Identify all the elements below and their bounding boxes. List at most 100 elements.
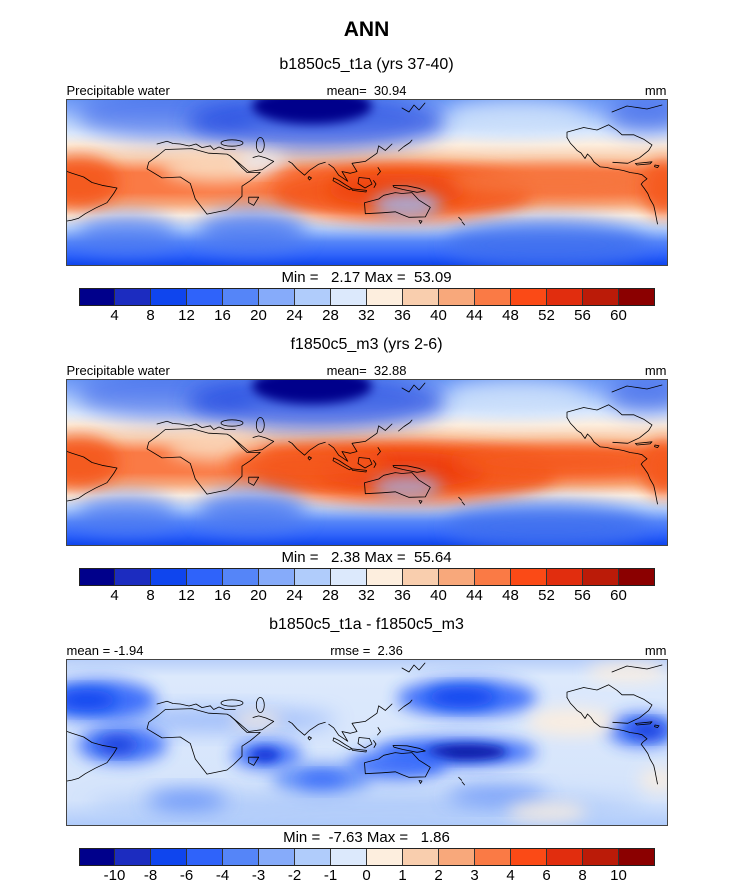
colorbar-segment <box>258 289 295 305</box>
panel3-units-label: mm <box>644 643 667 658</box>
colorbar-segment <box>617 289 654 305</box>
colorbar-segment <box>581 569 618 585</box>
colorbar-segment <box>150 289 187 305</box>
panel2-colorbar <box>78 568 655 586</box>
colorbar-segment <box>294 849 331 865</box>
colorbar-segment <box>186 569 223 585</box>
colorbar-tick-label: 48 <box>502 587 519 604</box>
colorbar-tick-label: -10 <box>103 867 126 884</box>
panel3-colorbar-ticks: -10 -8 -6 -4 -3 -2 -1 0 1 2 3 4 6 8 10 <box>79 867 655 886</box>
colorbar-tick-label: 16 <box>214 307 231 324</box>
colorbar-tick-label: 4 <box>110 307 119 324</box>
panel2-colorbar-ticks: 4 8 12 16 20 24 28 32 36 40 44 48 52 56 60 <box>79 587 655 606</box>
panel3-subtitle: b1850c5_t1a - f1850c5_m3 <box>269 616 464 633</box>
colorbar-tick-label: 3 <box>470 867 479 884</box>
figure-title: ANN <box>343 18 390 41</box>
panel1-units-label: mm <box>644 83 667 98</box>
colorbar-segment <box>294 289 331 305</box>
colorbar-segment <box>79 289 115 305</box>
panel3-mean-value: mean = -1.94 <box>66 643 144 658</box>
colorbar-segment <box>437 289 474 305</box>
colorbar-segment <box>617 849 654 865</box>
colorbar-segment <box>114 569 151 585</box>
colorbar-tick-label: -2 <box>287 867 302 884</box>
map-panel3-difference <box>65 659 668 826</box>
colorbar-tick-label: 44 <box>466 307 483 324</box>
colorbar-segment <box>150 849 187 865</box>
colorbar-tick-label: 32 <box>358 587 375 604</box>
colorbar-segment <box>401 569 438 585</box>
colorbar-tick-label: -6 <box>179 867 194 884</box>
colorbar-tick-label: 52 <box>538 307 555 324</box>
colorbar-tick-label: -4 <box>215 867 230 884</box>
colorbar-segment <box>222 289 259 305</box>
colorbar-segment <box>473 569 510 585</box>
colorbar-segment <box>545 849 582 865</box>
colorbar-tick-label: -3 <box>251 867 266 884</box>
colorbar-tick-label: 8 <box>578 867 587 884</box>
panel2-subtitle: f1850c5_m3 (yrs 2-6) <box>290 336 443 353</box>
panel3-colorbar <box>78 848 655 866</box>
colorbar-tick-label: 32 <box>358 307 375 324</box>
colorbar-tick-label: 2 <box>434 867 443 884</box>
colorbar-segment <box>150 569 187 585</box>
panel1-colorbar <box>78 288 655 306</box>
colorbar-tick-label: -8 <box>143 867 158 884</box>
colorbar-tick-label: 40 <box>430 587 447 604</box>
colorbar-segment <box>509 569 546 585</box>
colorbar-tick-label: 16 <box>214 587 231 604</box>
panel2-field-label: Precipitable water <box>66 363 170 378</box>
colorbar-segment <box>545 569 582 585</box>
colorbar-segment <box>79 569 115 585</box>
panel2-mean-value: mean= 32.88 <box>326 363 407 378</box>
colorbar-segment <box>437 569 474 585</box>
colorbar-tick-label: 52 <box>538 587 555 604</box>
colorbar-tick-label: 20 <box>250 587 267 604</box>
colorbar-segment <box>294 569 331 585</box>
colorbar-tick-label: 28 <box>322 307 339 324</box>
colorbar-segment <box>437 849 474 865</box>
panel1-field-label: Precipitable water <box>66 83 170 98</box>
panel2-minmax: Min = 2.38 Max = 55.64 <box>281 549 452 566</box>
colorbar-segment <box>258 569 295 585</box>
colorbar-segment <box>366 569 402 585</box>
colorbar-segment <box>222 849 259 865</box>
colorbar-segment <box>330 569 366 585</box>
colorbar-segment <box>581 289 618 305</box>
colorbar-tick-label: 4 <box>506 867 515 884</box>
panel2-header: Precipitable water mean= 32.88 mm <box>67 362 667 378</box>
colorbar-segment <box>114 289 151 305</box>
colorbar-segment <box>330 849 366 865</box>
colorbar-tick-label: 28 <box>322 587 339 604</box>
colorbar-tick-label: 60 <box>610 307 627 324</box>
colorbar-tick-label: 8 <box>146 307 155 324</box>
panel1-colorbar-ticks: 4 8 12 16 20 24 28 32 36 40 44 48 52 56 60 <box>79 307 655 326</box>
colorbar-tick-label: 60 <box>610 587 627 604</box>
colorbar-tick-label: -1 <box>323 867 338 884</box>
panel3-header: mean = -1.94 rmse = 2.36 mm <box>67 642 667 658</box>
colorbar-segment <box>617 569 654 585</box>
colorbar-segment <box>401 849 438 865</box>
colorbar-segment <box>509 289 546 305</box>
colorbar-tick-label: 40 <box>430 307 447 324</box>
colorbar-tick-label: 0 <box>362 867 371 884</box>
colorbar-segment <box>473 849 510 865</box>
colorbar-tick-label: 1 <box>398 867 407 884</box>
panel2-units-label: mm <box>644 363 667 378</box>
colorbar-segment <box>473 289 510 305</box>
panel3-rmse-value: rmse = 2.36 <box>330 643 403 658</box>
panel1-minmax: Min = 2.17 Max = 53.09 <box>281 269 452 286</box>
colorbar-tick-label: 48 <box>502 307 519 324</box>
colorbar-tick-label: 56 <box>574 587 591 604</box>
colorbar-segment <box>401 289 438 305</box>
panel1-mean-value: mean= 30.94 <box>326 83 407 98</box>
colorbar-tick-label: 56 <box>574 307 591 324</box>
colorbar-segment <box>186 289 223 305</box>
panel1-header: Precipitable water mean= 30.94 mm <box>67 82 667 98</box>
colorbar-tick-label: 36 <box>394 307 411 324</box>
colorbar-segment <box>581 849 618 865</box>
colorbar-segment <box>366 849 402 865</box>
map-panel2-precipitable-water <box>65 379 668 546</box>
colorbar-tick-label: 36 <box>394 587 411 604</box>
